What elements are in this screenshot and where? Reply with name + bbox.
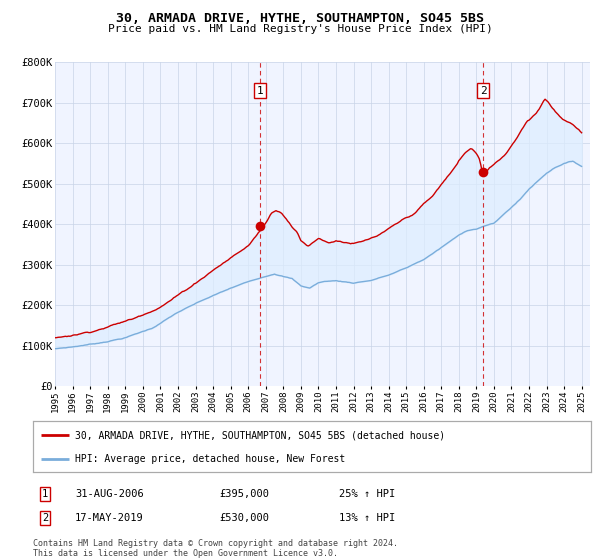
Text: 31-AUG-2006: 31-AUG-2006 (75, 489, 144, 499)
Text: 30, ARMADA DRIVE, HYTHE, SOUTHAMPTON, SO45 5BS: 30, ARMADA DRIVE, HYTHE, SOUTHAMPTON, SO… (116, 12, 484, 25)
Text: HPI: Average price, detached house, New Forest: HPI: Average price, detached house, New … (75, 454, 345, 464)
Text: Price paid vs. HM Land Registry's House Price Index (HPI): Price paid vs. HM Land Registry's House … (107, 24, 493, 34)
Text: 2: 2 (479, 86, 487, 96)
Text: £395,000: £395,000 (219, 489, 269, 499)
Text: 17-MAY-2019: 17-MAY-2019 (75, 513, 144, 523)
Text: 30, ARMADA DRIVE, HYTHE, SOUTHAMPTON, SO45 5BS (detached house): 30, ARMADA DRIVE, HYTHE, SOUTHAMPTON, SO… (75, 430, 445, 440)
Text: 25% ↑ HPI: 25% ↑ HPI (339, 489, 395, 499)
Text: 2: 2 (42, 513, 48, 523)
Text: Contains HM Land Registry data © Crown copyright and database right 2024.
This d: Contains HM Land Registry data © Crown c… (33, 539, 398, 558)
Text: 13% ↑ HPI: 13% ↑ HPI (339, 513, 395, 523)
Text: 1: 1 (42, 489, 48, 499)
Text: 1: 1 (257, 86, 263, 96)
Text: £530,000: £530,000 (219, 513, 269, 523)
